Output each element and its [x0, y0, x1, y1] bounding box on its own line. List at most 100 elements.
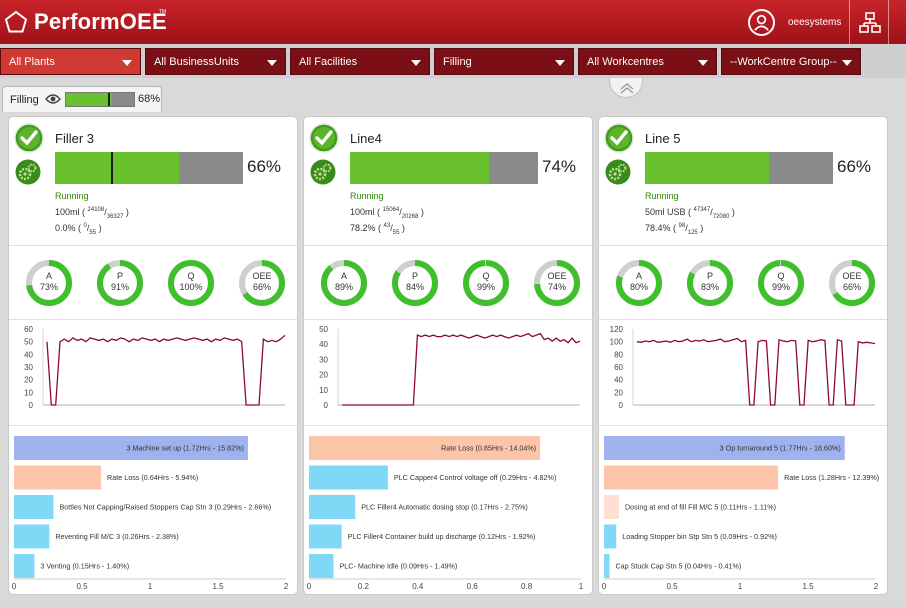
workcentre-card[interactable]: Line4 74% Running 100ml ( 15064/20268 ) …	[303, 116, 593, 595]
oee-bar	[645, 152, 833, 184]
app-logo[interactable]: PerformOEE TM	[4, 8, 167, 36]
trend-y-tick: 40	[319, 340, 328, 349]
user-name[interactable]: oeesystems	[788, 17, 842, 28]
pareto-bar-label: Cap Stuck Cap Stn 5 (0.04Hrs - 0.41%)	[615, 562, 741, 571]
filter-label: All BusinessUnits	[154, 56, 239, 68]
pareto-bar-label: 3 Venting (0.15Hrs - 1.40%)	[40, 562, 129, 571]
gauge-arc	[829, 260, 875, 306]
check-circle-icon[interactable]	[309, 123, 339, 153]
trend-line	[342, 332, 581, 406]
trend-y-tick: 60	[24, 325, 33, 334]
pareto-bar-label: Bottles Not Capping/Raised Stoppers Cap …	[59, 503, 271, 512]
gauge-a[interactable]: A 80%	[615, 259, 663, 307]
pareto-chart: 3 Op turnaround 5 (1.77Hrs - 18.60%) Rate…	[602, 436, 879, 591]
pareto-x-tick: 0.5	[76, 582, 88, 591]
rate-percent: 0.0%	[55, 223, 76, 233]
gauge-p[interactable]: P 84%	[391, 259, 439, 307]
gauge-q[interactable]: Q 99%	[462, 259, 510, 307]
workcentre-card[interactable]: Line 5 66% Running 50ml USB ( 47347/7208…	[598, 116, 888, 595]
count-denominator: 72080	[712, 213, 730, 220]
filter-workcentres[interactable]: All Workcentres	[578, 48, 717, 75]
pareto-bar	[309, 436, 541, 460]
gauge-oee[interactable]: OEE 66%	[238, 259, 286, 307]
header-divider	[888, 0, 889, 44]
divider	[304, 319, 592, 320]
filter-label: All Plants	[9, 56, 55, 68]
trend-y-tick: 0	[29, 401, 34, 410]
filter-plants[interactable]: All Plants	[0, 48, 141, 75]
tab-oee-fill	[66, 93, 113, 106]
gears-icon[interactable]	[15, 159, 41, 185]
pareto-x-tick: 1	[148, 582, 153, 591]
pareto-bar	[309, 554, 334, 578]
filter-workcentre-group[interactable]: --WorkCentre Group--	[721, 48, 861, 75]
trend-y-tick: 40	[24, 350, 33, 359]
caret-down-icon	[842, 60, 852, 66]
gauge-name: OEE	[547, 271, 567, 281]
gauge-a[interactable]: A 89%	[320, 259, 368, 307]
pareto-bar	[604, 524, 617, 549]
filter-area[interactable]: Filling	[434, 48, 574, 75]
pareto-bar	[604, 436, 845, 460]
gauge-value: 80%	[629, 282, 648, 292]
org-chart-icon[interactable]	[859, 12, 881, 34]
filter-business-units[interactable]: All BusinessUnits	[145, 48, 286, 75]
gears-icon[interactable]	[310, 159, 336, 185]
gauge-value: 100%	[179, 282, 203, 292]
gauge-arc	[321, 260, 367, 306]
rate-denominator: 55	[392, 229, 400, 236]
pentagon-logo-icon	[4, 10, 28, 33]
count-numerator: 24108	[87, 207, 105, 213]
gauge-value: 99%	[476, 282, 495, 292]
gauge-name: OEE	[252, 271, 272, 281]
rate-percent: 78.4%	[645, 223, 671, 233]
check-circle-icon[interactable]	[14, 123, 44, 153]
eye-icon[interactable]	[45, 93, 61, 105]
pareto-bar	[604, 554, 610, 578]
collapse-button[interactable]	[609, 78, 643, 98]
filter-label: --WorkCentre Group--	[730, 56, 837, 68]
oee-bar-fill	[55, 152, 180, 184]
workcentre-card[interactable]: Filler 3 66% Running 100ml ( 24108/36327…	[8, 116, 298, 595]
pareto-chart: 3 Machine set up (1.72Hrs - 15.82%) Rate …	[12, 436, 289, 591]
check-circle-icon[interactable]	[604, 123, 634, 153]
app-name: PerformOEE	[34, 9, 167, 34]
count-denominator: 36327	[106, 213, 124, 220]
divider	[304, 245, 592, 246]
trend-chart: 120 100 80 60 40 20 0	[610, 325, 876, 410]
gauge-p[interactable]: P 83%	[686, 259, 734, 307]
gauge-oee[interactable]: OEE 74%	[533, 259, 581, 307]
gears-icon[interactable]	[605, 159, 631, 185]
pareto-x-tick: 1.5	[802, 582, 814, 591]
gauge-value: 83%	[700, 282, 719, 292]
oee-percent: 66%	[247, 157, 282, 176]
trend-line	[636, 337, 876, 406]
caret-down-icon	[122, 60, 132, 66]
rate-numerator: 98	[678, 223, 686, 229]
tab-filling[interactable]: Filling 68%	[2, 86, 162, 112]
gauge-arc	[168, 260, 214, 306]
gauge-p[interactable]: P 91%	[96, 259, 144, 307]
trend-y-tick: 50	[319, 325, 328, 334]
gauge-q[interactable]: Q 100%	[167, 259, 215, 307]
gauge-value: 66%	[252, 282, 271, 292]
gauge-name: Q	[777, 271, 785, 281]
gauge-q[interactable]: Q 99%	[757, 259, 805, 307]
gauge-value: 91%	[110, 282, 129, 292]
oee-bar-fill	[645, 152, 770, 184]
rate-info: 78.2% ( 43/55 )	[350, 223, 405, 236]
oee-percent: 74%	[542, 157, 577, 176]
filter-facilities[interactable]: All Facilities	[290, 48, 430, 75]
pareto-x-tick: 2	[284, 582, 289, 591]
gauge-arc	[534, 260, 580, 306]
pareto-x-tick: 0.4	[412, 582, 424, 591]
gauge-oee[interactable]: OEE 66%	[828, 259, 876, 307]
trend-y-tick: 20	[319, 371, 328, 380]
count-numerator: 15064	[382, 207, 400, 213]
trend-chart: 50 40 30 20 10 0	[319, 325, 581, 410]
gauge-a[interactable]: A 73%	[25, 259, 73, 307]
user-circle-icon[interactable]	[748, 9, 775, 36]
product-count: 100ml ( 24108/36327 )	[55, 207, 129, 220]
pareto-bar-label: Rate Loss (0.85Hrs - 14.04%)	[441, 444, 536, 453]
filter-label: All Facilities	[299, 56, 358, 68]
